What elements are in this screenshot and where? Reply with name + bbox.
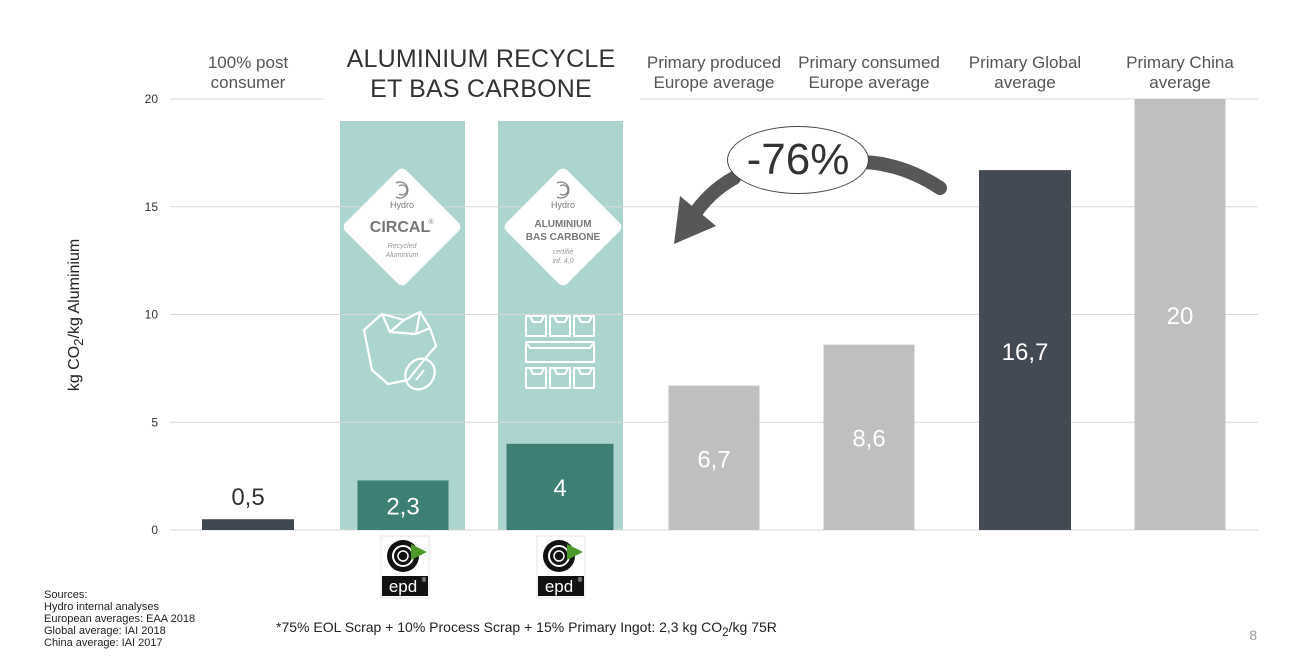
category-label-line: consumer [210,73,286,92]
category-label-primary-consumed-europe: Primary consumed Europe average [789,53,949,93]
bas-carbone-brand: Hydro [551,200,575,210]
bas-carbone-name2: BAS CARBONE [526,232,601,243]
category-label-line: average [1149,73,1211,92]
bar-7 [1134,99,1226,530]
value-label-3: 4 [553,475,566,502]
epd-label: epd [389,577,417,596]
bar-5 [823,344,915,530]
category-label-line: Primary Global [968,53,1082,72]
badges-and-icons: Hydro CIRCAL ® Recycled Aluminium Hydro … [343,155,947,599]
category-label-line: Europe average [808,73,930,92]
hydro-logo-icon [556,181,570,199]
bas-carbone-name1: ALUMINIUM [534,219,591,230]
footnote-post: /kg 75R [728,619,777,635]
y-axis-label-post: /kg Aluminium [65,238,83,339]
y-tick-label: 20 [145,92,159,106]
sources-block: Sources: Hydro internal analyses Europea… [44,589,195,649]
circal-badge: Hydro CIRCAL ® Recycled Aluminium [343,168,461,286]
value-label-6: 16,7 [1002,339,1049,366]
highlight-title-line: ET BAS CARBONE [370,75,592,103]
highlight-title-line: ALUMINIUM RECYCLE [346,45,616,73]
category-label-primary-global: Primary Global average [945,53,1105,93]
category-label-line: Europe average [653,73,775,92]
category-label-line: Primary China [1126,53,1234,72]
sources-line: European averages: EAA 2018 [44,613,196,625]
value-labels: 0,5 2,3 4 6,7 8,6 16,7 20 [231,303,1193,520]
y-tick-label: 15 [145,200,159,214]
category-label-line: Primary consumed [798,53,940,72]
sources-line: China average: IAI 2017 [44,637,163,649]
bar-4 [668,385,760,530]
circal-name: CIRCAL [370,219,431,236]
bars [202,99,1226,531]
epd-mark: ® [578,577,583,584]
y-axis-label-sub: 2 [71,338,87,346]
page-number: 8 [1249,627,1257,643]
footnote: *75% EOL Scrap + 10% Process Scrap + 15%… [276,619,777,639]
footnote-pre: *75% EOL Scrap + 10% Process Scrap + 15%… [276,619,723,635]
y-tick-label: 0 [151,523,158,537]
circal-mark: ® [428,218,434,226]
circal-sub2: Aluminium [385,252,419,259]
highlight-title: ALUMINIUM RECYCLE ET BAS CARBONE [336,44,626,104]
footnote-sub: 2 [722,625,729,639]
bar-6 [979,170,1071,531]
bas-carbone-sub2: inf. 4,0 [552,258,573,265]
circal-brand: Hydro [390,200,414,210]
scrap-icon [362,310,438,391]
category-label-line: average [994,73,1056,92]
value-label-1: 0,5 [231,484,264,511]
value-label-7: 20 [1167,303,1194,330]
epd-logo-icon: epd ® [536,535,586,599]
reduction-annotation: -76% [727,126,869,194]
y-tick-label: 10 [145,308,159,322]
y-axis-label: kg CO2/kg Aluminium [66,239,86,391]
title-gap [324,96,640,102]
sources-title: Sources: [44,589,88,601]
bas-carbone-sub1: certifié [553,249,574,256]
y-tick-labels: 0 5 10 15 20 [145,92,159,537]
circal-sub1: Recycled [388,243,418,250]
hydro-logo-icon [395,181,409,199]
sources-line: Hydro internal analyses [44,601,159,613]
category-label-primary-produced-europe: Primary produced Europe average [634,53,794,93]
category-label-line: 100% post [207,53,289,72]
category-label-post-consumer: 100% post consumer [168,53,328,93]
value-label-2: 2,3 [386,493,419,520]
y-tick-label: 5 [151,415,158,429]
value-label-4: 6,7 [697,447,730,474]
sources-line: Global average: IAI 2018 [44,625,166,637]
category-label-primary-china: Primary China average [1100,53,1260,93]
bar-1 [202,519,294,530]
bas-carbone-badge: Hydro ALUMINIUM BAS CARBONE certifié inf… [504,168,622,286]
ingot-stack-icon [525,315,595,389]
value-label-5: 8,6 [852,426,885,453]
bar-2 [357,480,449,530]
y-axis-label-pre: kg CO [65,345,83,392]
epd-mark: ® [422,577,427,584]
epd-logo-icon: epd ® [380,535,430,599]
epd-label: epd [545,577,573,596]
bar-3 [506,443,614,530]
category-label-line: Primary produced [646,53,782,72]
